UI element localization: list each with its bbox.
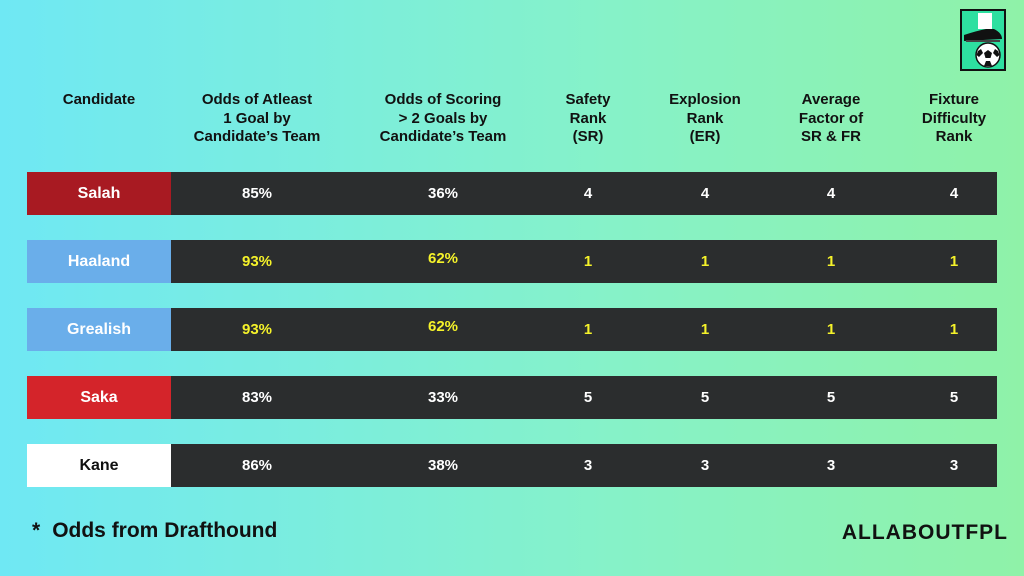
header-average-factor: Average Factor of SR & FR [798, 91, 864, 145]
table-cell: 33% [427, 389, 459, 406]
table-cell: 3 [700, 457, 710, 474]
table-cell: 36% [427, 185, 459, 202]
row-values: 86% 38% 3 3 3 3 [171, 444, 997, 487]
table-cell: 85% [241, 185, 273, 202]
table-cell: 4 [826, 185, 836, 202]
table-cell: 4 [700, 185, 710, 202]
header-odds-2-goals: Odds of Scoring > 2 Goals by Candidate’s… [379, 91, 507, 145]
table-cell: 1 [700, 253, 710, 270]
table-cell: 5 [583, 389, 593, 406]
table-cell: 62% [427, 318, 459, 335]
table-cell: 3 [583, 457, 593, 474]
footnote: * Odds from Drafthound [32, 519, 277, 543]
row-values: 85% 36% 4 4 4 4 [171, 172, 997, 215]
table-cell: 86% [241, 457, 273, 474]
header-fixture-difficulty: Fixture Difficulty Rank [921, 91, 987, 145]
table-cell: 93% [241, 253, 273, 270]
candidate-name: Saka [27, 376, 171, 419]
table-cell: 3 [949, 457, 959, 474]
table-cell: 1 [583, 253, 593, 270]
table-cell: 4 [949, 185, 959, 202]
footnote-asterisk: * [32, 519, 41, 542]
candidate-name: Grealish [27, 308, 171, 351]
table-cell: 5 [826, 389, 836, 406]
table-row: Salah 85% 36% 4 4 4 4 [27, 172, 997, 215]
brand-logo-text: ALLABOUTFPL [841, 521, 1008, 544]
candidate-name: Kane [27, 444, 171, 487]
candidate-name: Salah [27, 172, 171, 215]
header-explosion-rank: Explosion Rank (ER) [669, 91, 741, 145]
table-row: Haaland 93% 62% 1 1 1 1 [27, 240, 997, 283]
table-cell: 83% [241, 389, 273, 406]
table-cell: 1 [826, 253, 836, 270]
header-odds-1-goal: Odds of Atleast 1 Goal by Candidate’s Te… [193, 91, 321, 145]
table-cell: 4 [583, 185, 593, 202]
table-cell: 62% [427, 250, 459, 267]
football-boot-icon [960, 9, 1006, 71]
table-row: Grealish 93% 62% 1 1 1 1 [27, 308, 997, 351]
table-row: Kane 86% 38% 3 3 3 3 [27, 444, 997, 487]
candidate-name: Haaland [27, 240, 171, 283]
row-values: 83% 33% 5 5 5 5 [171, 376, 997, 419]
table-row: Saka 83% 33% 5 5 5 5 [27, 376, 997, 419]
header-safety-rank: Safety Rank (SR) [565, 91, 611, 145]
row-values: 93% 62% 1 1 1 1 [171, 240, 997, 283]
table-cell: 1 [826, 321, 836, 338]
table-cell: 1 [949, 321, 959, 338]
footnote-text: Odds from Drafthound [52, 519, 278, 542]
table-cell: 3 [826, 457, 836, 474]
table-cell: 1 [949, 253, 959, 270]
table-cell: 5 [700, 389, 710, 406]
header-candidate: Candidate [62, 91, 136, 108]
table-cell: 93% [241, 321, 273, 338]
row-values: 93% 62% 1 1 1 1 [171, 308, 997, 351]
table-cell: 38% [427, 457, 459, 474]
table-cell: 1 [583, 321, 593, 338]
table-cell: 5 [949, 389, 959, 406]
table-cell: 1 [700, 321, 710, 338]
